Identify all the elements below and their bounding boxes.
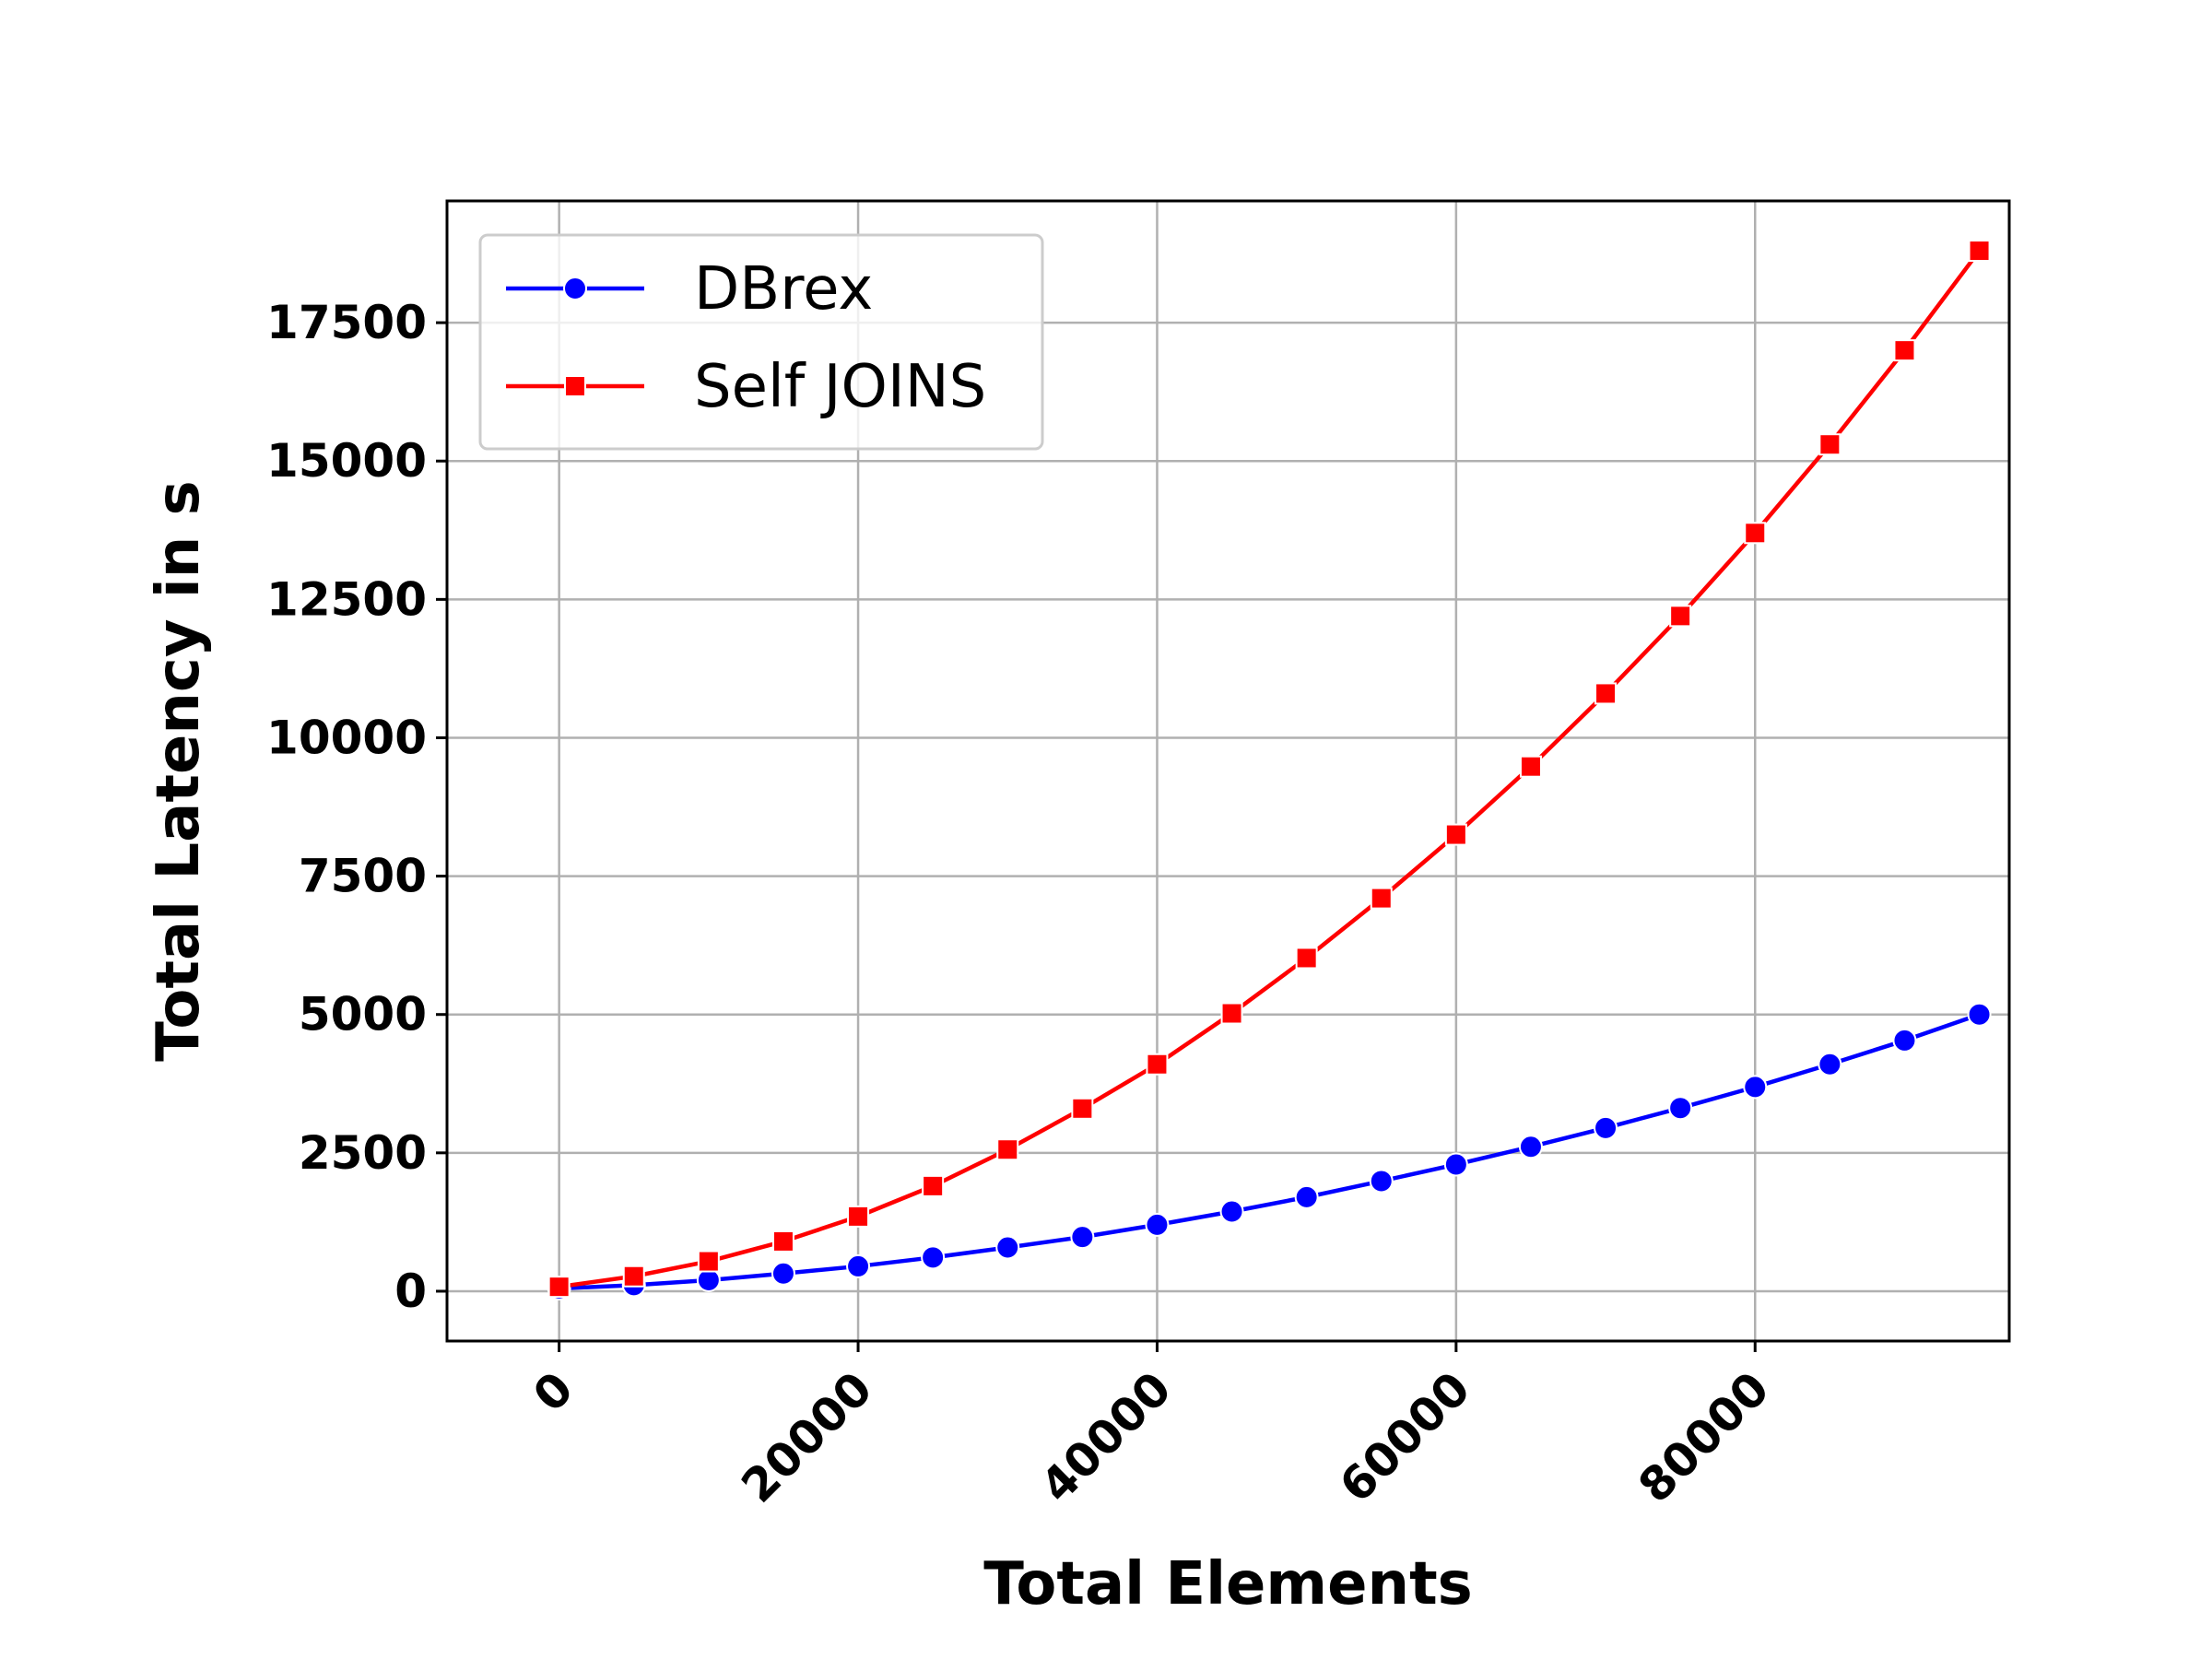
- y-tick-label: 10000: [266, 711, 427, 764]
- circle-marker: [1518, 1135, 1543, 1159]
- y-tick-label: 17500: [266, 296, 427, 349]
- circle-marker: [1294, 1184, 1319, 1209]
- square-marker: [1519, 755, 1542, 778]
- circle-marker: [696, 1267, 721, 1292]
- square-marker: [996, 1138, 1019, 1161]
- square-marker: [1968, 240, 1991, 263]
- circle-marker: [1668, 1096, 1693, 1121]
- circle-marker: [921, 1245, 946, 1270]
- circle-marker: [771, 1261, 795, 1286]
- legend[interactable]: DBrex Self JOINS: [478, 233, 1044, 451]
- y-tick-label: 0: [394, 1265, 427, 1318]
- circle-marker: [1892, 1028, 1917, 1053]
- y-axis-title: Total Latency in s: [145, 480, 213, 1061]
- circle-marker: [846, 1253, 871, 1278]
- legend-circle-marker: [563, 276, 587, 300]
- series-dbrex: [547, 1002, 1992, 1300]
- y-tick-label: 7500: [299, 850, 427, 903]
- circle-marker: [995, 1235, 1020, 1260]
- legend-label: Self JOINS: [694, 353, 986, 421]
- square-marker: [847, 1205, 870, 1228]
- plot-area-frame: [445, 199, 2011, 1343]
- legend-item-dbrex[interactable]: DBrex: [506, 255, 873, 324]
- square-marker: [1744, 522, 1767, 545]
- circle-marker: [1818, 1052, 1842, 1077]
- series-self-joins: [547, 240, 1991, 1299]
- square-marker: [1444, 823, 1467, 846]
- series-layer: [547, 240, 1992, 1300]
- y-tick-label: 12500: [266, 572, 427, 626]
- circle-marker: [1443, 1152, 1468, 1177]
- square-marker: [1594, 682, 1618, 705]
- circle-marker: [1967, 1002, 1992, 1027]
- series-line: [559, 1012, 1981, 1291]
- circle-marker: [1219, 1199, 1244, 1224]
- square-marker: [1295, 947, 1318, 970]
- square-marker: [1893, 339, 1916, 362]
- x-axis-title: Total Elements: [983, 1550, 1473, 1618]
- legend-label: DBrex: [694, 255, 873, 324]
- grid-lines: [447, 201, 2009, 1341]
- legend-square-marker: [564, 375, 586, 397]
- circle-marker: [1145, 1212, 1170, 1237]
- series-line: [559, 249, 1982, 1289]
- square-marker: [547, 1276, 571, 1299]
- y-tick-label: 5000: [299, 988, 427, 1041]
- square-marker: [771, 1230, 794, 1253]
- y-tick-label: 15000: [266, 434, 427, 488]
- square-marker: [1146, 1053, 1169, 1076]
- square-marker: [1370, 887, 1393, 910]
- square-marker: [1220, 1002, 1243, 1025]
- square-marker: [922, 1174, 945, 1197]
- circle-marker: [1594, 1115, 1618, 1140]
- circle-marker: [1369, 1169, 1394, 1194]
- square-marker: [697, 1250, 720, 1273]
- square-marker: [1669, 605, 1692, 628]
- circle-marker: [1743, 1075, 1768, 1100]
- square-marker: [1071, 1097, 1094, 1120]
- legend-item-self-joins[interactable]: Self JOINS: [506, 353, 986, 421]
- square-marker: [1818, 433, 1841, 456]
- circle-marker: [1070, 1225, 1095, 1250]
- square-marker: [622, 1265, 645, 1288]
- y-tick-label: 2500: [299, 1126, 427, 1180]
